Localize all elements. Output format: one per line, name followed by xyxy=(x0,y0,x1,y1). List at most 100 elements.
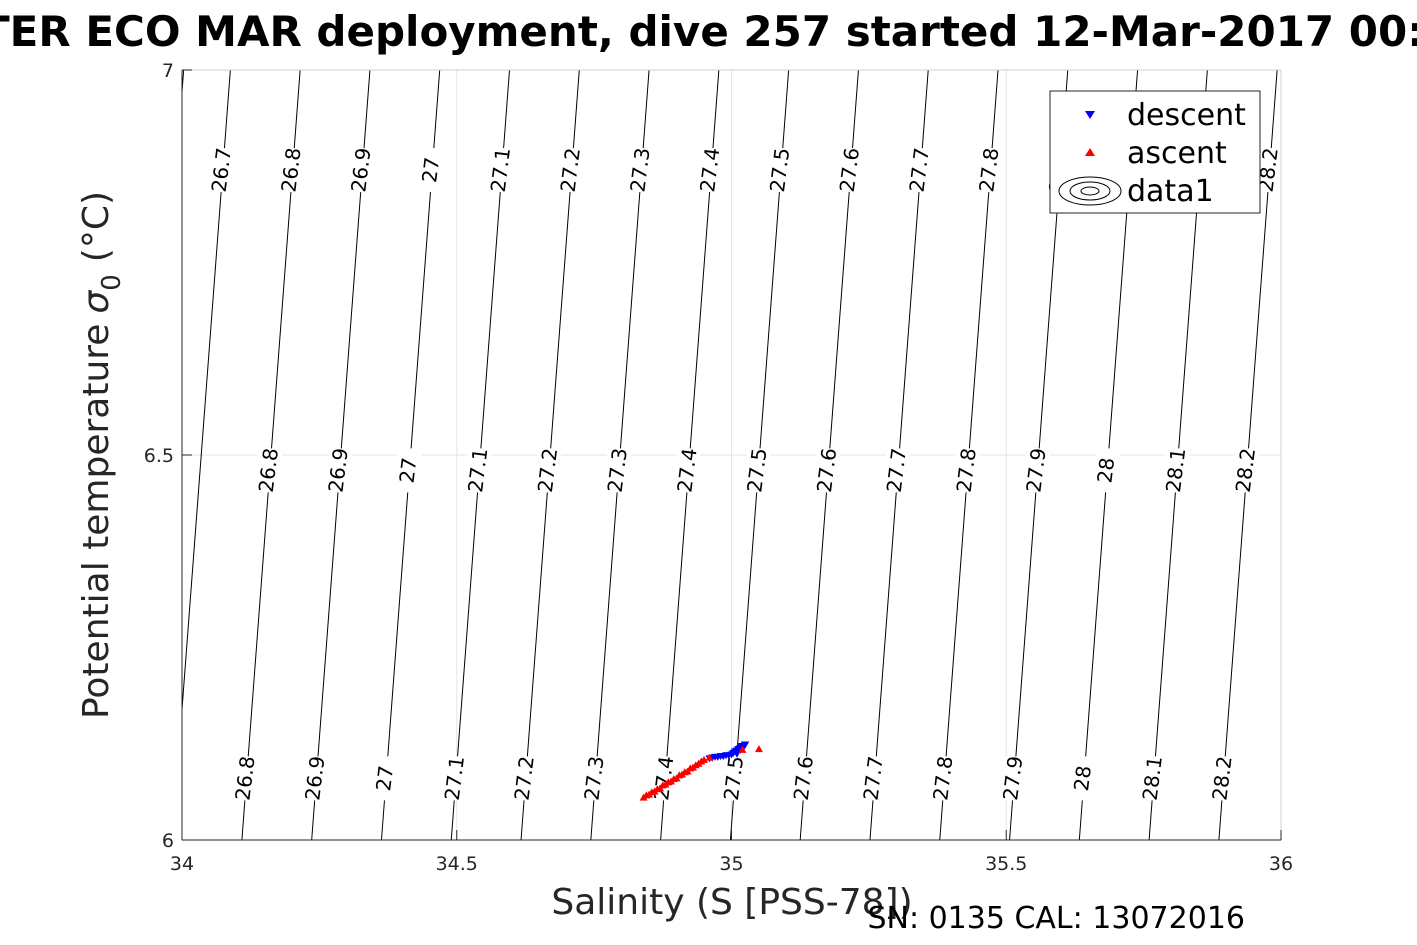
contour-label-mid-27.9: 27.9 xyxy=(1021,447,1050,494)
contour-label-top-27.1: 27.1 xyxy=(486,146,515,193)
contour-label-bg-mid-26.8 xyxy=(257,448,282,493)
x-tick-label-0: 34 xyxy=(170,853,194,875)
y-tick-label-2: 7 xyxy=(162,60,174,82)
x-tick-label-3: 35.5 xyxy=(985,853,1027,875)
contour-label-top-27.4: 27.4 xyxy=(695,146,724,193)
ascent-point-16 xyxy=(647,788,656,796)
contour-label-bg-mid-27.2 xyxy=(537,448,562,493)
x-tick-label-2: 35 xyxy=(719,853,743,875)
x-tick-label-1: 34.5 xyxy=(436,853,478,875)
contour-label-bot-28.2: 28.2 xyxy=(1207,755,1236,802)
contour-label-mid-27.6: 27.6 xyxy=(812,447,841,494)
contour-label-bg-bot-27.7 xyxy=(862,756,887,801)
contour-label-bot-27.9: 27.9 xyxy=(998,755,1027,802)
contour-label-bot-27: 27 xyxy=(371,764,398,792)
contour-label-mid-27.4: 27.4 xyxy=(672,447,701,494)
descent-point-21 xyxy=(737,743,746,751)
contour-label-bg-bot-27.2 xyxy=(513,756,538,801)
contour-label-bg-mid-28.1 xyxy=(1165,448,1190,493)
contour-label-bot-28.1: 28.1 xyxy=(1138,755,1167,802)
contour-label-bot-27.1: 27.1 xyxy=(440,755,469,802)
contour-label-mid-27.1: 27.1 xyxy=(463,447,492,494)
ascent-point-20 xyxy=(669,775,678,783)
contour-labels: 26.7 26.8 26.9 27 27.1 27.2 27.3 27.4 27.5 27.6 27… xyxy=(207,146,1283,801)
ascent-point-22 xyxy=(680,768,689,776)
contour-label-bg-mid-27.3 xyxy=(606,448,631,493)
contour-label-top-26.8: 26.8 xyxy=(276,146,305,193)
y-axis-label: Potential temperature σ0 (°C) xyxy=(76,191,127,719)
contour-label-bg-top-27.2 xyxy=(559,148,584,193)
contour-label-bg-bot-27.8 xyxy=(932,756,957,801)
legend-data1-marker xyxy=(1058,176,1122,206)
contour-label-top-27.5: 27.5 xyxy=(765,146,794,193)
contour-label-bg-bot-26.9 xyxy=(304,756,329,801)
contour-label-mid-28.2: 28.2 xyxy=(1231,447,1260,494)
contour-label-bg-mid-27 xyxy=(397,448,422,493)
ascent-point-17 xyxy=(653,785,662,793)
ascent-point-18 xyxy=(658,781,667,789)
y-tick-label-0: 6 xyxy=(162,830,174,852)
contour-label-bot-27.6: 27.6 xyxy=(789,755,818,802)
contour-label-mid-26.8: 26.8 xyxy=(254,447,283,494)
contour-label-top-27: 27 xyxy=(417,156,444,184)
contour-label-bg-bot-27.1 xyxy=(443,756,468,801)
contour-label-mid-27.3: 27.3 xyxy=(603,447,632,494)
contour-label-bg-mid-27.4 xyxy=(676,448,701,493)
legend-ascent-label: ascent xyxy=(1127,136,1227,171)
contour-label-bg-top-26.7 xyxy=(210,148,235,193)
contour-label-bg-mid-27.8 xyxy=(955,448,980,493)
contour-label-bg-bot-27.5 xyxy=(723,756,748,801)
chart-title: SG 135 WINTER ECO MAR deployment, dive 2… xyxy=(0,7,1417,56)
y-axis-label-symbol: σ xyxy=(76,290,117,314)
contour-label-bot-26.8: 26.8 xyxy=(230,755,259,802)
y-axis-label-unit: (°C) xyxy=(76,191,117,262)
contour-label-bg-bot-27 xyxy=(374,756,399,801)
contour-label-mid-27: 27 xyxy=(394,456,421,484)
contour-label-bg-mid-27.1 xyxy=(467,448,492,493)
ascent-point-24 xyxy=(691,761,700,769)
legend-box xyxy=(1049,90,1261,214)
contour-label-bg-bot-27.6 xyxy=(792,756,817,801)
legend: descent ascent data1 xyxy=(1049,90,1261,214)
contour-label-bg-top-27.4 xyxy=(699,148,724,193)
contour-label-bg-top-27.3 xyxy=(629,148,654,193)
contour-label-mid-27.2: 27.2 xyxy=(533,447,562,494)
contour-label-bg-bot-28 xyxy=(1071,756,1096,801)
legend-descent-label: descent xyxy=(1127,98,1246,133)
contour-label-bg-bot-27.3 xyxy=(583,756,608,801)
y-axis-label-subscript: 0 xyxy=(97,274,127,291)
contour-label-bot-27.5: 27.5 xyxy=(719,755,748,802)
contour-28.3 xyxy=(1289,70,1347,840)
legend-ascent-marker xyxy=(1085,148,1095,156)
contour-label-mid-27.8: 27.8 xyxy=(952,447,981,494)
contour-label-top-27.2: 27.2 xyxy=(556,146,585,193)
contour-label-bg-bot-28.2 xyxy=(1211,756,1236,801)
contour-label-bg-top-26.9 xyxy=(350,148,375,193)
contour-label-bg-mid-28 xyxy=(1095,448,1120,493)
ascent-point-21 xyxy=(675,771,684,779)
contour-label-bot-27.8: 27.8 xyxy=(928,755,957,802)
contour-label-top-26.9: 26.9 xyxy=(346,146,375,193)
contour-label-bg-top-28.2 xyxy=(1257,148,1282,193)
contour-label-mid-28.1: 28.1 xyxy=(1161,447,1190,494)
y-axis-label-text: Potential temperature xyxy=(76,324,117,719)
contour-label-bg-top-27.8 xyxy=(978,148,1003,193)
contour-label-bg-top-27.1 xyxy=(489,148,514,193)
ascent-point-13 xyxy=(738,745,747,753)
legend-descent-marker xyxy=(1085,111,1095,119)
footer-calibration: SN: 0135 CAL: 13072016 xyxy=(867,901,1245,936)
ascent-point-25 xyxy=(697,757,706,765)
ascent-point-19 xyxy=(664,778,673,786)
data-points xyxy=(639,741,763,801)
contour-label-bg-mid-28.2 xyxy=(1234,448,1259,493)
contour-26.7 xyxy=(182,70,231,716)
contour-label-bg-mid-27.5 xyxy=(746,448,771,493)
ascent-point-12 xyxy=(705,753,714,761)
contour-label-top-27.3: 27.3 xyxy=(625,146,654,193)
contour-label-bot-27.7: 27.7 xyxy=(859,755,888,802)
contour-label-bot-28: 28 xyxy=(1069,764,1096,792)
contour-label-bg-top-26.8 xyxy=(280,148,305,193)
contour-label-bg-top-27.5 xyxy=(769,148,794,193)
contour-label-top-26.7: 26.7 xyxy=(207,146,236,193)
